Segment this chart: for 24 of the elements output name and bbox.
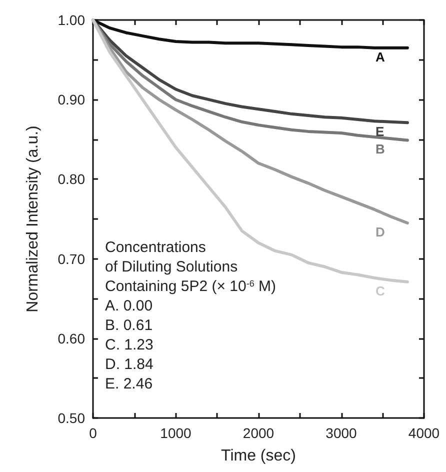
x-tick-label: 0 xyxy=(89,425,98,441)
series-label: A xyxy=(375,49,386,64)
annotation: of Diluting Solutions xyxy=(105,258,238,276)
annotation: C. 1.23 xyxy=(105,336,154,354)
series-label: D xyxy=(375,224,385,240)
annotation: D. 1.84 xyxy=(105,356,154,373)
x-axis-title: Time (sec) xyxy=(221,448,296,464)
y-tick-label: 0.80 xyxy=(58,171,86,188)
y-axis-title: Normalized Intensity (a.u.) xyxy=(24,126,42,312)
y-tick-label: 1.00 xyxy=(58,12,86,28)
series-label: B xyxy=(375,142,385,157)
x-tick-label: 2000 xyxy=(242,425,274,441)
annotation: E. 2.46 xyxy=(105,376,153,392)
y-tick-label: 0.70 xyxy=(58,250,86,267)
y-tick-label: 0.50 xyxy=(58,410,86,426)
annotation: Concentrations xyxy=(105,239,206,256)
x-tick-label: 1000 xyxy=(160,425,192,441)
x-tick-label: 3000 xyxy=(326,425,358,441)
x-tick-label: 4000 xyxy=(408,425,440,441)
annotation: A. 0.00 xyxy=(105,298,153,314)
annotation: B. 0.61 xyxy=(105,317,153,334)
series-label: E xyxy=(375,124,384,140)
y-tick-label: 0.90 xyxy=(58,92,86,108)
y-tick-label: 0.60 xyxy=(58,330,86,346)
